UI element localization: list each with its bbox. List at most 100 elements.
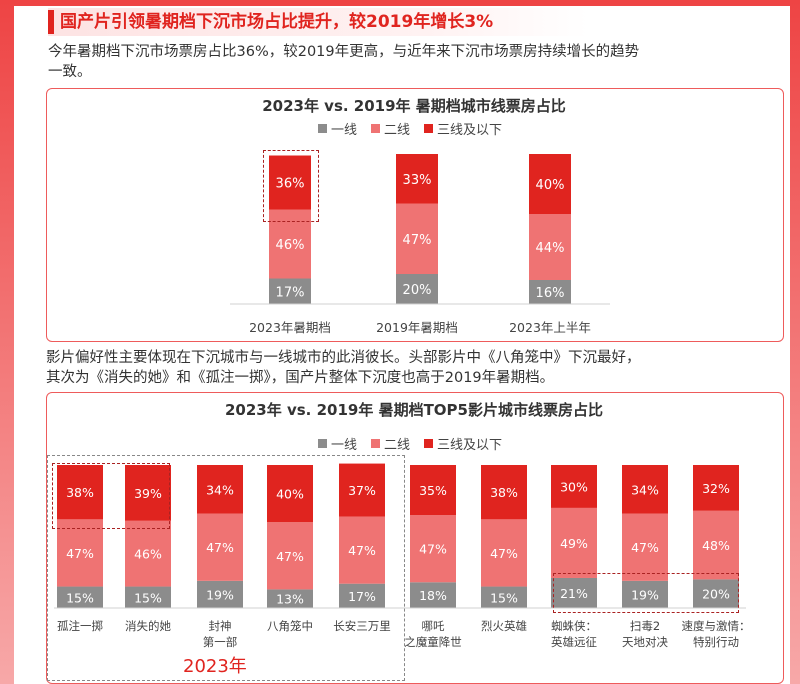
data-label-tier1: 17%: [348, 589, 376, 604]
bar-segment-tier1: [529, 280, 571, 304]
data-label-tier3: 33%: [403, 173, 432, 188]
category-label: 烈火英雄: [481, 619, 527, 633]
data-label-tier1: 20%: [702, 587, 730, 602]
bar-segment-tier3: [197, 465, 243, 514]
category-label: 孤注一掷: [57, 619, 103, 633]
chart2-tier1-highlight-box: [553, 573, 739, 613]
category-label: 2023年暑期档: [249, 320, 331, 335]
category-label: 之魔童降世: [404, 635, 462, 649]
bar-segment-tier1: [125, 586, 171, 608]
data-label-tier2: 47%: [403, 233, 432, 248]
bar-segment-tier1: [396, 274, 438, 304]
legend-swatch-tier1: [318, 124, 327, 133]
data-label-tier3: 40%: [276, 487, 304, 502]
category-label: 扫毒2: [630, 619, 660, 633]
top-decor-bar: [14, 0, 790, 6]
bar-segment-tier2: [339, 516, 385, 584]
title-band: [48, 8, 588, 36]
bar-segment-tier1: [197, 580, 243, 608]
legend-label-tier1: 一线: [331, 123, 358, 138]
legend-label-tier3: 三线及以下: [437, 123, 503, 138]
category-label: 八角笼中: [267, 619, 313, 633]
chart2-top-highlight-box: [52, 463, 170, 529]
chart1-title: 2023年 vs. 2019年 暑期档城市线票房占比: [262, 97, 566, 115]
legend2-swatch-tier2: [371, 439, 381, 448]
category-label: 特别行动: [693, 635, 739, 649]
bar-segment-tier3: [269, 155, 311, 210]
data-label-tier2: 46%: [276, 238, 305, 253]
category-label: 第一部: [203, 635, 238, 649]
category-label: 蜘蛛侠：: [551, 619, 597, 633]
data-label-tier2: 47%: [490, 546, 518, 561]
data-label-tier3: 32%: [702, 481, 730, 496]
bar-segment-tier2: [267, 522, 313, 590]
legend-item-tier3: 三线及以下: [424, 119, 502, 138]
bar-segment-tier3: [551, 465, 597, 508]
legend2-item-tier2: 二线: [371, 434, 410, 453]
bar-segment-tier3: [125, 465, 171, 521]
category-label: 2019年暑期档: [376, 320, 458, 335]
bar-segment-tier2: [125, 520, 171, 587]
legend-item-tier1: 一线: [318, 119, 357, 138]
data-label-tier1: 13%: [276, 592, 304, 607]
category-label: 速度与激情：: [682, 619, 751, 633]
data-label-tier3: 39%: [134, 486, 162, 501]
chart1-legend: 一线 二线 三线及以下: [318, 119, 502, 138]
data-label-tier1: 15%: [134, 590, 162, 605]
legend2-label-tier1: 一线: [331, 438, 358, 453]
right-decor-bar: [790, 0, 800, 684]
bar-segment-tier1: [269, 278, 311, 304]
bar-segment-tier2: [529, 214, 571, 280]
data-label-tier3: 34%: [206, 482, 234, 497]
data-label-tier2: 47%: [419, 542, 447, 557]
bar-segment-tier1: [267, 589, 313, 608]
second-line-2: 其次为《消失的她》和《孤注一掷》，国产片整体下沉度也高于2019年暑期档。: [46, 370, 555, 386]
title-marker: [48, 10, 54, 34]
data-label-tier1: 20%: [403, 283, 432, 298]
second-paragraph: 影片偏好性主要体现在下沉城市与一线城市的此消彼长。头部影片中《八角笼中》下沉最好…: [46, 348, 786, 388]
chart2-title: 2023年 vs. 2019年 暑期档TOP5影片城市线票房占比: [225, 401, 603, 419]
bar-segment-tier2: [693, 510, 739, 580]
data-label-tier3: 38%: [490, 485, 518, 500]
data-label-tier3: 36%: [276, 177, 305, 192]
bar-segment-tier2: [197, 513, 243, 581]
bar-segment-tier3: [693, 465, 739, 511]
bar-segment-tier2: [410, 515, 456, 583]
legend2-swatch-tier1: [318, 439, 327, 448]
category-label: 长安三万里: [333, 619, 391, 633]
data-label-tier1: 19%: [631, 587, 659, 602]
category-label: 英雄远征: [551, 635, 597, 649]
bar-segment-tier2: [551, 507, 597, 578]
category-label: 封神: [209, 619, 232, 633]
legend2-item-tier3: 三线及以下: [424, 434, 502, 453]
legend2-label-tier2: 二线: [384, 438, 411, 453]
chart2-legend: 一线 二线 三线及以下: [318, 434, 502, 453]
page-title: 国产片引领暑期档下沉市场占比提升，较2019年增长3%: [60, 12, 494, 32]
legend-item-tier2: 二线: [371, 119, 410, 138]
data-label-tier2: 44%: [536, 241, 565, 256]
category-label: 消失的她: [125, 619, 171, 633]
bar-segment-tier1: [693, 579, 739, 608]
bar-segment-tier3: [529, 154, 571, 214]
bar-segment-tier2: [481, 519, 527, 587]
data-label-tier2: 48%: [702, 538, 730, 553]
bar-segment-tier1: [551, 577, 597, 608]
bar-segment-tier1: [481, 586, 527, 608]
data-label-tier3: 37%: [348, 483, 376, 498]
data-label-tier3: 35%: [419, 483, 447, 498]
second-line-1: 影片偏好性主要体现在下沉城市与一线城市的此消彼长。头部影片中《八角笼中》下沉最好…: [46, 350, 641, 366]
legend2-label-tier3: 三线及以下: [437, 438, 503, 453]
data-label-tier1: 16%: [536, 286, 565, 301]
data-label-tier3: 38%: [66, 485, 94, 500]
data-label-tier1: 19%: [206, 587, 234, 602]
data-label-tier1: 18%: [419, 588, 447, 603]
intro-line-2: 一致。: [48, 64, 92, 80]
bar-segment-tier3: [267, 465, 313, 523]
data-label-tier1: 15%: [490, 590, 518, 605]
bar-segment-tier1: [622, 580, 668, 608]
data-label-tier1: 15%: [66, 590, 94, 605]
data-label-tier2: 47%: [276, 549, 304, 564]
data-label-tier3: 34%: [631, 482, 659, 497]
data-label-tier3: 30%: [560, 479, 588, 494]
